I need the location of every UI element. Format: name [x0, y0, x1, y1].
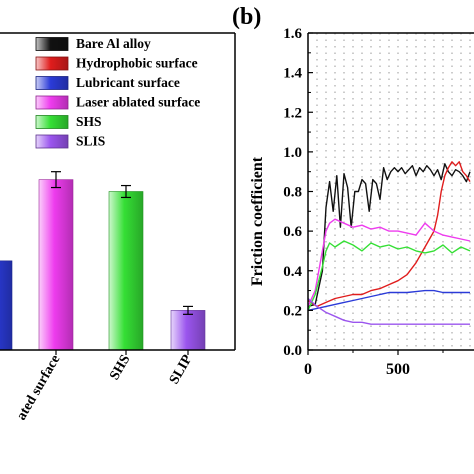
- x-tick-label: ated surface: [14, 353, 63, 423]
- series-line: [308, 163, 471, 308]
- series-line: [308, 240, 471, 311]
- y-tick-label: 0.6: [283, 224, 302, 240]
- y-tick-label: 0.4: [283, 264, 302, 280]
- y-tick-label: 1.0: [283, 145, 302, 161]
- series-line: [308, 297, 470, 325]
- x-tick-label: 0: [304, 361, 312, 378]
- legend-swatch: [35, 56, 69, 71]
- grid: [316, 33, 471, 350]
- series-line: [308, 289, 470, 312]
- bar: [170, 310, 206, 351]
- y-tick-label: 1.4: [283, 66, 302, 82]
- y-axis-label: Friction coefficient: [249, 156, 266, 286]
- legend-item: Bare Al alloy: [35, 36, 151, 51]
- line-chart-panel: 0.0 0.2 0.4 0.6 0.8 1.0 1.2 1.4 1.6 0 500 Friction …: [249, 26, 474, 378]
- legend-label: Hydrophobic surface: [76, 56, 198, 71]
- y-tick-label: 0.2: [283, 303, 302, 319]
- legend-swatch: [35, 76, 69, 90]
- y-tick-label: 1.2: [283, 105, 302, 121]
- error-bar: [121, 184, 131, 199]
- bar: [38, 179, 74, 351]
- bar: [108, 191, 144, 351]
- legend: Bare Al alloy Hydrophobic surface Lubrican…: [35, 36, 200, 149]
- legend-item: Laser ablated surface: [35, 95, 200, 110]
- y-tick-label: 0.0: [283, 343, 302, 359]
- legend-swatch: [35, 134, 69, 149]
- legend-swatch: [35, 115, 69, 129]
- legend-item: SHS: [35, 114, 102, 129]
- legend-item: SLIS: [35, 134, 105, 149]
- series-group: [308, 161, 471, 325]
- error-bar: [51, 171, 61, 189]
- legend-label: SHS: [76, 114, 102, 129]
- bar: [0, 260, 13, 351]
- legend-item: Lubricant surface: [35, 75, 180, 90]
- series-line: [308, 161, 471, 308]
- legend-item: Hydrophobic surface: [35, 56, 198, 71]
- panel-label: (b): [232, 4, 261, 30]
- legend-label: Lubricant surface: [76, 75, 180, 90]
- x-tick-label: SLIP: [167, 352, 196, 387]
- legend-swatch: [35, 95, 69, 110]
- legend-label: Bare Al alloy: [76, 36, 151, 51]
- series-line: [308, 218, 471, 307]
- legend-swatch: [35, 37, 69, 51]
- x-tick-label: 500: [386, 361, 410, 378]
- y-tick-label: 1.6: [283, 26, 302, 42]
- legend-label: Laser ablated surface: [76, 95, 200, 110]
- y-tick-label: 0.8: [283, 185, 302, 201]
- bar-chart-panel: ated surface SHS SLIP Bare Al alloy Hydropho…: [0, 32, 236, 423]
- error-bar: [183, 305, 193, 315]
- x-tick-label: SHS: [107, 352, 133, 383]
- legend-label: SLIS: [76, 134, 105, 149]
